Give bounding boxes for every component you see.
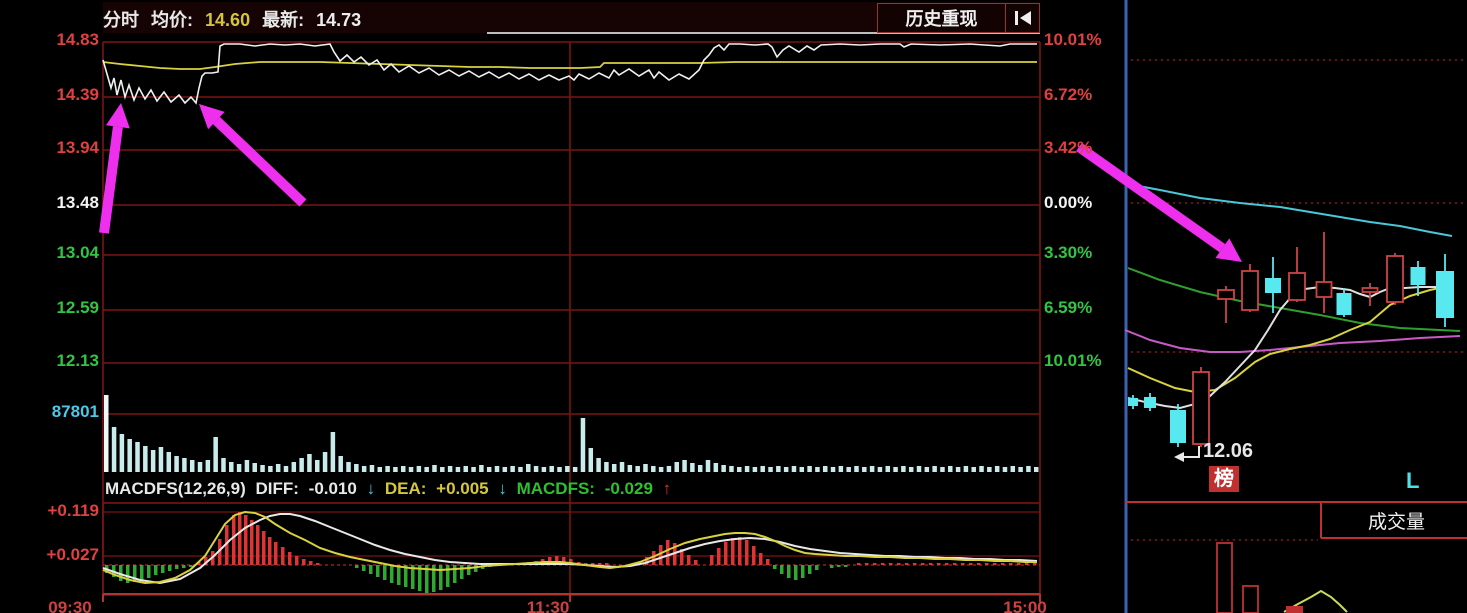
period-label: 分时 — [103, 10, 139, 30]
macdfs-value: -0.029 — [604, 479, 653, 498]
corner-l-marker: L — [1406, 468, 1420, 493]
y-axis-label: 6.59% — [1044, 298, 1093, 317]
y-axis-label: +0.119 — [47, 501, 99, 520]
x-axis-label: 09:30 — [48, 598, 92, 613]
volume-pane-title: 成交量 — [1368, 512, 1426, 533]
rank-badge[interactable]: 榜 — [1209, 466, 1239, 492]
y-axis-label: 10.01% — [1044, 351, 1102, 370]
last-price-value: 14.73 — [316, 10, 362, 30]
y-axis-label: 3.42% — [1044, 138, 1093, 157]
y-axis-label: 3.30% — [1044, 243, 1093, 262]
y-axis-label: 6.72% — [1044, 85, 1093, 104]
daily-low-annotation: 12.06 — [1203, 440, 1254, 462]
y-axis-label: 0.00% — [1044, 193, 1093, 212]
y-axis-label: 13.94 — [56, 138, 99, 157]
y-axis-label: 14.39 — [56, 85, 99, 104]
y-axis-label: 12.13 — [56, 351, 99, 370]
x-axis-label: 11:30 — [526, 598, 570, 613]
dea-label: DEA: — [384, 479, 427, 498]
y-axis-label: +0.027 — [46, 545, 99, 564]
history-replay-button[interactable]: 历史重现 — [877, 3, 1040, 33]
history-replay-label: 历史重现 — [905, 9, 978, 29]
y-axis-label: 14.83 — [56, 30, 99, 49]
last-price-label: 最新: — [262, 10, 305, 30]
y-axis-label: 12.59 — [56, 298, 99, 317]
diff-label: DIFF: — [255, 479, 299, 498]
macd-title: MACDFS(12,26,9) — [105, 479, 246, 498]
diff-value: -0.010 — [308, 479, 357, 498]
y-axis-label: 13.48 — [56, 193, 99, 212]
avg-price-value: 14.60 — [205, 10, 251, 30]
y-axis-label: 13.04 — [56, 243, 99, 262]
dea-value: +0.005 — [436, 479, 489, 498]
y-axis-label: 87801 — [51, 402, 99, 421]
macd-readout: MACDFS(12,26,9) DIFF: -0.010 ↓ DEA: +0.0… — [105, 479, 676, 499]
avg-price-label: 均价: — [151, 10, 194, 30]
diff-down-arrow-icon: ↓ — [366, 479, 376, 498]
x-axis-label: 15:00 — [1003, 598, 1047, 613]
macdfs-label: MACDFS: — [516, 479, 595, 498]
step-backward-icon[interactable] — [1005, 4, 1039, 32]
y-axis-label: 10.01% — [1044, 30, 1102, 49]
chart-header: 分时 均价: 14.60 最新: 14.73 — [103, 6, 368, 32]
dea-down-arrow-icon: ↓ — [498, 479, 507, 498]
macdfs-up-arrow-icon: ↑ — [662, 479, 672, 498]
